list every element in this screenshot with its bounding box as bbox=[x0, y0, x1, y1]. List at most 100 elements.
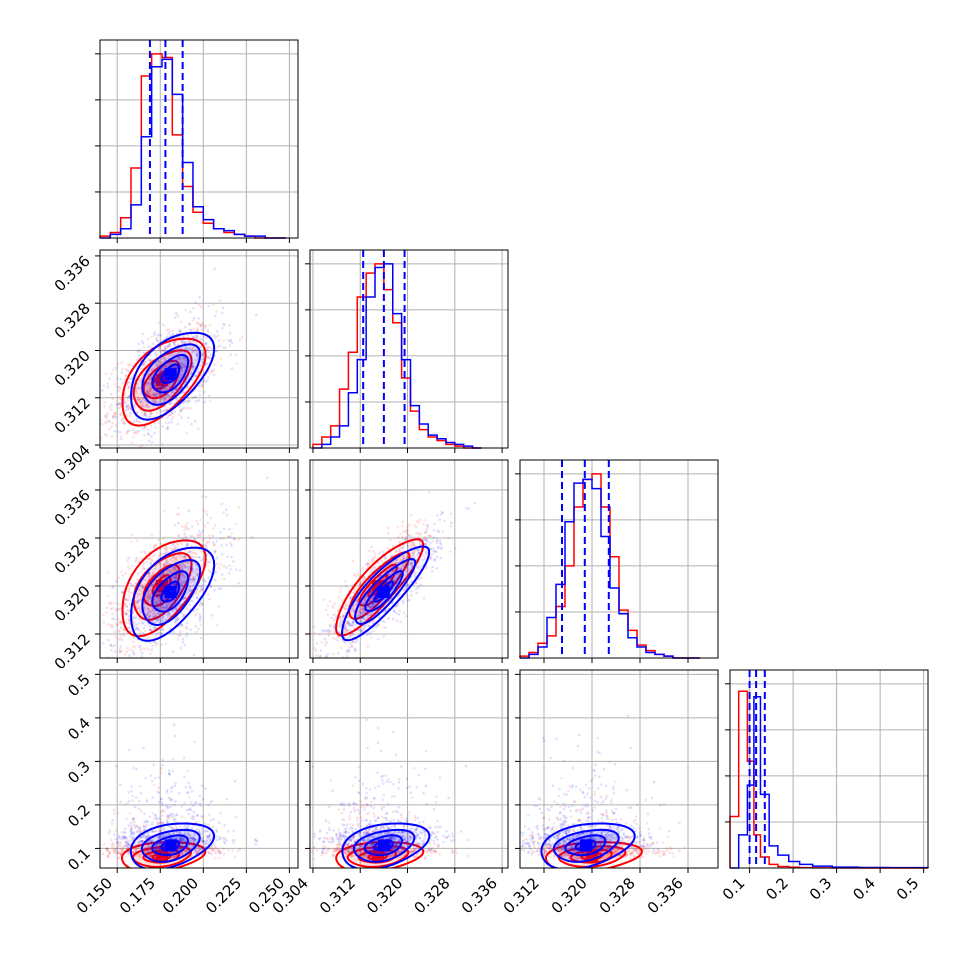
scatter-point bbox=[390, 596, 394, 600]
scatter-point bbox=[116, 623, 119, 626]
scatter-point bbox=[114, 412, 117, 415]
scatter-point bbox=[419, 552, 423, 556]
scatter-point bbox=[133, 432, 136, 435]
scatter-point bbox=[408, 547, 411, 550]
scatter-point bbox=[136, 595, 139, 598]
scatter-point bbox=[175, 357, 179, 361]
scatter-point bbox=[386, 574, 390, 578]
scatter-point bbox=[154, 633, 158, 636]
scatter-point bbox=[181, 852, 185, 856]
scatter-point bbox=[322, 630, 325, 633]
scatter-point bbox=[332, 613, 336, 616]
scatter-point bbox=[405, 594, 409, 597]
scatter-point bbox=[175, 388, 179, 392]
scatter-point bbox=[147, 597, 151, 600]
scatter-point bbox=[161, 605, 165, 609]
scatter-point bbox=[182, 357, 185, 361]
scatter-point bbox=[172, 567, 175, 570]
scatter-point bbox=[342, 630, 346, 634]
scatter-point bbox=[226, 535, 230, 539]
scatter-point bbox=[192, 349, 195, 352]
scatter-point bbox=[120, 361, 123, 365]
scatter-point bbox=[180, 360, 183, 364]
scatter-point bbox=[172, 609, 175, 612]
scatter-point bbox=[137, 386, 140, 390]
scatter-point bbox=[186, 372, 190, 375]
scatter-point bbox=[392, 609, 396, 612]
scatter-point bbox=[206, 345, 209, 348]
scatter-point bbox=[148, 372, 152, 376]
scatter-point bbox=[192, 361, 195, 365]
scatter-point bbox=[130, 376, 134, 380]
scatter-point bbox=[365, 568, 368, 571]
scatter-point bbox=[210, 799, 213, 803]
scatter-point bbox=[127, 395, 131, 398]
scatter-point bbox=[205, 380, 208, 383]
scatter-point bbox=[169, 402, 172, 405]
scatter-point bbox=[157, 375, 161, 379]
scatter-point bbox=[140, 651, 144, 655]
scatter-point bbox=[204, 362, 207, 366]
scatter-point bbox=[357, 597, 361, 601]
scatter-point bbox=[327, 628, 331, 632]
scatter-point bbox=[370, 570, 374, 574]
scatter-point bbox=[384, 609, 387, 612]
scatter-point bbox=[346, 621, 350, 625]
scatter-point bbox=[409, 543, 412, 547]
scatter-point bbox=[361, 566, 365, 570]
scatter-point bbox=[405, 614, 408, 618]
scatter-point bbox=[397, 561, 400, 564]
scatter-point bbox=[352, 573, 356, 576]
scatter-point bbox=[118, 413, 122, 416]
scatter-point bbox=[172, 339, 175, 343]
scatter-point bbox=[397, 593, 401, 597]
scatter-point bbox=[380, 619, 384, 623]
scatter-point bbox=[156, 386, 160, 390]
scatter-point bbox=[143, 425, 146, 428]
scatter-point bbox=[194, 849, 198, 853]
scatter-point bbox=[184, 347, 187, 351]
scatter-point bbox=[166, 603, 170, 607]
scatter-point bbox=[127, 588, 130, 592]
scatter-point bbox=[122, 590, 126, 593]
scatter-point bbox=[419, 543, 423, 546]
scatter-point bbox=[132, 610, 135, 614]
scatter-point bbox=[410, 550, 414, 553]
scatter-point bbox=[135, 582, 138, 586]
scatter-point bbox=[372, 579, 376, 582]
scatter-point bbox=[223, 577, 226, 581]
scatter-point bbox=[146, 432, 150, 435]
scatter-point bbox=[146, 603, 150, 607]
scatter-point bbox=[123, 421, 127, 425]
scatter-point bbox=[360, 627, 364, 631]
scatter-point bbox=[168, 343, 171, 346]
scatter-point bbox=[347, 621, 351, 625]
scatter-point bbox=[234, 522, 238, 526]
scatter-point bbox=[139, 400, 143, 404]
scatter-point bbox=[378, 564, 382, 568]
scatter-point bbox=[195, 572, 198, 576]
scatter-point bbox=[187, 550, 191, 554]
scatter-point bbox=[217, 849, 220, 853]
scatter-point bbox=[161, 425, 165, 428]
scatter-point bbox=[209, 356, 212, 360]
scatter-point bbox=[360, 629, 364, 632]
scatter-point bbox=[125, 605, 129, 608]
scatter-point bbox=[141, 339, 144, 343]
scatter-point bbox=[351, 623, 355, 627]
scatter-point bbox=[187, 509, 191, 512]
scatter-point bbox=[372, 619, 376, 623]
scatter-point bbox=[101, 642, 105, 645]
scatter-point bbox=[425, 529, 428, 533]
scatter-point bbox=[135, 429, 138, 433]
scatter-point bbox=[180, 538, 184, 541]
scatter-point bbox=[138, 561, 142, 564]
scatter-point bbox=[181, 568, 185, 571]
scatter-point bbox=[422, 538, 426, 541]
scatter-point bbox=[120, 650, 123, 653]
scatter-point bbox=[372, 550, 375, 553]
scatter-point bbox=[153, 380, 157, 384]
scatter-point bbox=[202, 377, 206, 381]
scatter-point bbox=[172, 542, 176, 545]
scatter-point bbox=[405, 532, 409, 535]
